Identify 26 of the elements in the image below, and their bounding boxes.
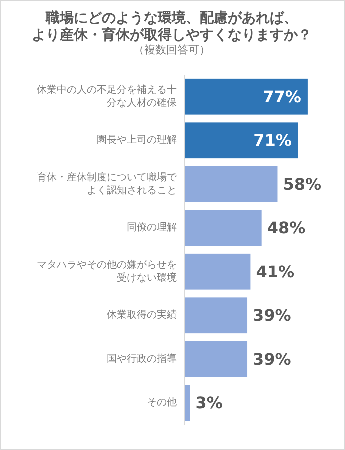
y-tick-label: 国や行政の指導 (107, 352, 177, 365)
bar (186, 298, 248, 334)
bar (186, 385, 190, 422)
data-label: 3% (196, 394, 223, 413)
y-tick-label: その他 (147, 396, 177, 409)
y-tick-label: 園長や上司の理解 (97, 134, 177, 146)
data-label: 77% (263, 87, 302, 106)
y-tick-label: 休業取得の実績 (107, 309, 177, 322)
bar (186, 78, 308, 115)
data-label: 48% (267, 218, 306, 238)
data-label: 41% (256, 262, 294, 282)
bar (186, 254, 251, 290)
bar (186, 166, 278, 202)
chart-title: 職場にどのような環境、配慮があれば、より産休・育休が取得しやすくなりますか？ (32, 10, 312, 44)
bar (186, 210, 262, 246)
data-label: 71% (254, 131, 292, 150)
bar (186, 122, 298, 159)
y-tick-label: 休業中の人の不足分を補える十分な人材の確保 (37, 84, 177, 109)
data-label: 39% (253, 350, 292, 369)
y-tick-label: マタハラやその他の嫌がらせを受けない環境 (37, 258, 177, 284)
y-tick-label: 同僚の理解 (127, 222, 177, 234)
bar (186, 341, 248, 378)
y-tick-label: 育休・産休制度について職場でよく認知されること (37, 171, 178, 196)
chart-subtitle: （複数回答可） (134, 44, 210, 56)
data-label: 39% (253, 306, 292, 326)
data-label: 58% (283, 174, 322, 194)
